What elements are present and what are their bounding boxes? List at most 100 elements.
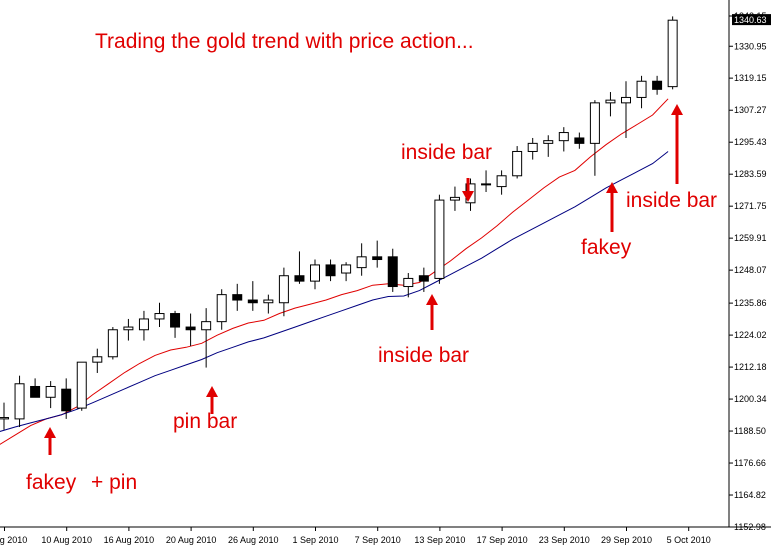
price-tick-label: 1283.59 — [734, 169, 767, 179]
candle — [481, 170, 492, 192]
price-tick-label: 1212.18 — [734, 362, 767, 372]
candle — [527, 137, 538, 160]
candle — [61, 378, 72, 419]
candle-body-bull — [278, 275, 289, 304]
price-tick-label: 1248.07 — [734, 265, 767, 275]
date-tick-label: 16 Aug 2010 — [104, 535, 155, 545]
date-tick-label: 20 Aug 2010 — [166, 535, 217, 545]
date-tick-label: 17 Sep 2010 — [477, 535, 528, 545]
candle-body-bear — [372, 256, 383, 261]
candle — [636, 75, 647, 109]
candle-body-bull — [76, 361, 87, 409]
candle — [232, 283, 243, 311]
candle-body-bull — [216, 294, 227, 323]
candle — [92, 348, 103, 373]
annotation-label: fakey — [26, 471, 77, 494]
date-tick-label: 10 Aug 2010 — [41, 535, 92, 545]
candle — [138, 310, 149, 341]
candle — [356, 243, 367, 276]
candle-body-bear — [247, 299, 258, 304]
candle — [0, 402, 9, 430]
date-tick-label: 29 Sep 2010 — [601, 535, 652, 545]
date-tick-label: 4 Aug 2010 — [0, 535, 27, 545]
price-tick-label: 1271.75 — [734, 201, 767, 211]
candle-body-bull — [496, 175, 507, 188]
moving-average-red — [0, 98, 669, 445]
arrow-head — [426, 294, 438, 305]
date-axis: 4 Aug 2010 10 Aug 2010 16 Aug 2010 20 Aug 2… — [0, 527, 711, 545]
price-tick-label: 1319.15 — [734, 73, 767, 83]
candle-body-bear — [325, 264, 336, 277]
candle — [449, 186, 460, 211]
candle-body-bear — [574, 137, 585, 144]
candles — [0, 16, 678, 430]
price-tick-label: 1200.34 — [734, 394, 767, 404]
candle — [123, 318, 134, 341]
candle — [325, 259, 336, 282]
candle — [341, 262, 352, 282]
chart-title: Trading the gold trend with price action… — [95, 30, 474, 53]
candle — [372, 240, 383, 268]
price-tick-label: 1330.95 — [734, 41, 767, 51]
price-axis: 1342.151330.951319.151307.271295.431283.… — [729, 11, 771, 532]
price-tick-label: 1188.50 — [734, 426, 766, 436]
candle-body-bear — [170, 313, 181, 328]
candle — [667, 16, 678, 90]
candle-body-bull — [154, 313, 165, 320]
arrow-inside-bar-right — [671, 104, 683, 184]
candle-body-bear — [30, 385, 41, 398]
candle-body-bear — [652, 80, 663, 90]
candle — [387, 248, 398, 292]
candle — [310, 259, 320, 290]
date-tick-label: 13 Sep 2010 — [414, 535, 465, 545]
candle-body-bull — [45, 385, 56, 398]
candle — [403, 273, 414, 298]
annotation-label: fakey — [581, 236, 632, 259]
candle — [434, 194, 445, 284]
candle — [621, 81, 631, 138]
price-tick-label: 1259.91 — [734, 233, 767, 243]
candle — [107, 327, 118, 360]
price-tick-label: 1224.02 — [734, 330, 767, 340]
candle-body-bear — [61, 388, 72, 412]
price-tick-label: 1152.98 — [734, 522, 766, 532]
candle-body-bull — [310, 264, 320, 282]
annotation-label: inside bar — [378, 344, 469, 367]
candle-body-bull — [201, 321, 212, 331]
candle-body-bull — [667, 19, 678, 88]
candle — [247, 281, 258, 311]
candle-body-bull — [138, 318, 149, 331]
arrow-head — [671, 104, 683, 115]
candle — [263, 294, 274, 314]
annotation-label: inside bar — [626, 189, 717, 212]
candle — [76, 361, 87, 411]
candle — [201, 308, 212, 368]
plot-frame — [0, 0, 771, 528]
date-tick-label: 23 Sep 2010 — [539, 535, 590, 545]
candle-body-bull — [449, 196, 460, 201]
candle — [652, 75, 663, 95]
candle-body-bull — [543, 140, 554, 144]
date-tick-label: 1 Sep 2010 — [292, 535, 338, 545]
price-tick-label: 1176.66 — [734, 458, 766, 468]
arrow-head — [44, 427, 56, 438]
date-tick-label: 7 Sep 2010 — [355, 535, 401, 545]
arrow-fakey-pin — [44, 427, 56, 455]
candle — [185, 313, 196, 346]
price-tick-label: 1307.27 — [734, 105, 767, 115]
candle-body-bull — [356, 256, 367, 269]
candle-body-bull — [621, 96, 631, 104]
moving-average-blue — [0, 151, 669, 432]
candle — [558, 127, 569, 152]
candle — [512, 146, 523, 179]
moving-averages — [0, 98, 669, 445]
candle-body-bear — [418, 275, 429, 282]
price-tick-label: 1235.86 — [734, 298, 767, 308]
candle — [294, 251, 305, 284]
candle-body-bull — [107, 329, 118, 358]
candle-body-bull — [527, 142, 538, 152]
candle — [14, 375, 25, 427]
price-tick-label: 1295.43 — [734, 137, 767, 147]
candle-body-bull — [14, 383, 25, 420]
